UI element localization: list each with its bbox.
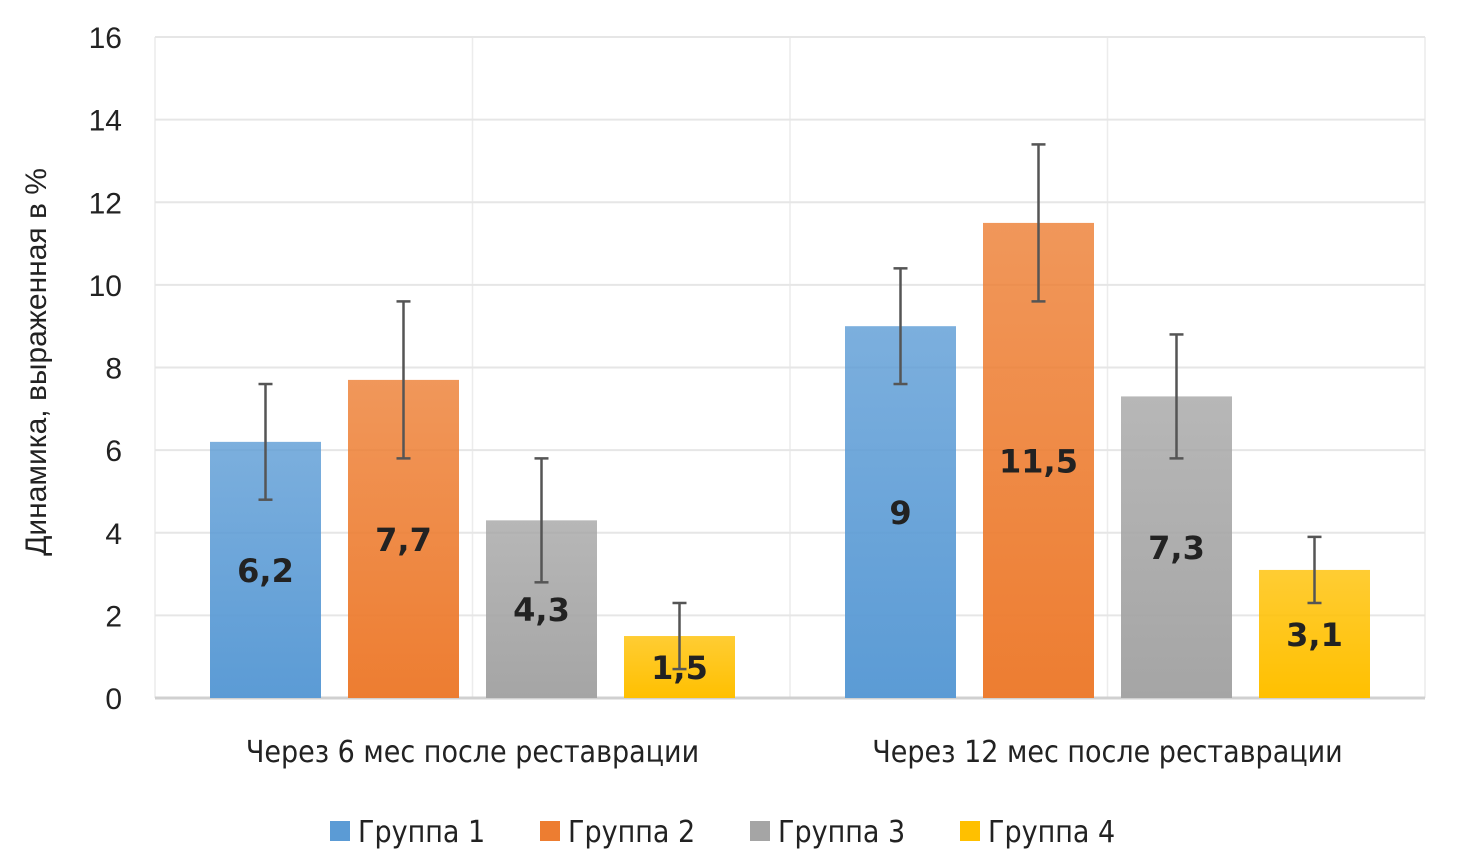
y-tick-label: 4 <box>105 518 122 551</box>
legend-swatch <box>960 821 980 841</box>
y-tick-label: 10 <box>89 270 122 303</box>
y-tick-label: 0 <box>105 683 122 716</box>
bar <box>845 326 956 698</box>
data-label: 6,2 <box>237 552 294 590</box>
y-tick-label: 14 <box>89 105 122 138</box>
data-label: 4,3 <box>513 591 570 629</box>
y-axis-label: Динамика, выраженная в % <box>20 168 53 556</box>
legend-swatch <box>330 821 350 841</box>
data-label: 1,5 <box>651 649 708 687</box>
legend-label: Группа 4 <box>988 815 1115 850</box>
legend-label: Группа 1 <box>358 815 485 850</box>
legend-swatch <box>540 821 560 841</box>
y-axis-ticks: 0 2 4 6 8 10 12 14 16 <box>89 22 122 716</box>
legend-label: Группа 3 <box>778 815 905 850</box>
x-tick-label: Через 6 мес после реставрации <box>246 735 699 770</box>
data-label: 7,3 <box>1148 529 1205 567</box>
y-tick-label: 2 <box>105 600 122 633</box>
bars: 6,2 7,7 4,3 1,5 9 11,5 7,3 3,1 <box>210 143 1370 698</box>
legend-label: Группа 2 <box>568 815 695 850</box>
x-tick-label: Через 12 мес после реставрации <box>872 735 1342 770</box>
y-tick-label: 8 <box>105 353 122 386</box>
y-tick-label: 12 <box>89 187 122 220</box>
gridlines <box>154 36 1426 700</box>
legend-swatch <box>750 821 770 841</box>
data-label: 7,7 <box>375 521 432 559</box>
legend: Группа 1 Группа 2 Группа 3 Группа 4 <box>330 815 1115 850</box>
y-tick-label: 6 <box>105 435 122 468</box>
data-label: 3,1 <box>1286 616 1343 654</box>
data-label: 11,5 <box>999 442 1078 480</box>
data-label: 9 <box>889 494 911 532</box>
x-axis-labels: Через 6 мес после реставрации Через 12 ме… <box>246 735 1343 770</box>
y-tick-label: 16 <box>89 22 122 55</box>
